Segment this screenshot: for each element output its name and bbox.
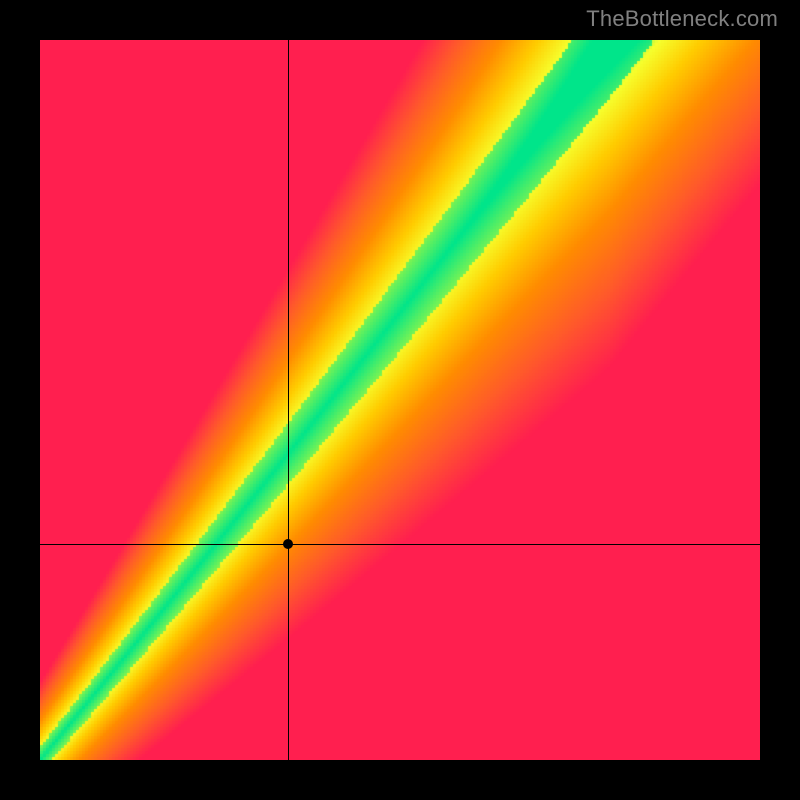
heatmap-plot [40,40,760,760]
chart-container: { "watermark": "TheBottleneck.com", "cha… [0,0,800,800]
crosshair-marker [283,539,293,549]
crosshair-vertical [288,40,289,760]
watermark-text: TheBottleneck.com [586,6,778,32]
heatmap-canvas [40,40,760,760]
crosshair-horizontal [40,544,760,545]
